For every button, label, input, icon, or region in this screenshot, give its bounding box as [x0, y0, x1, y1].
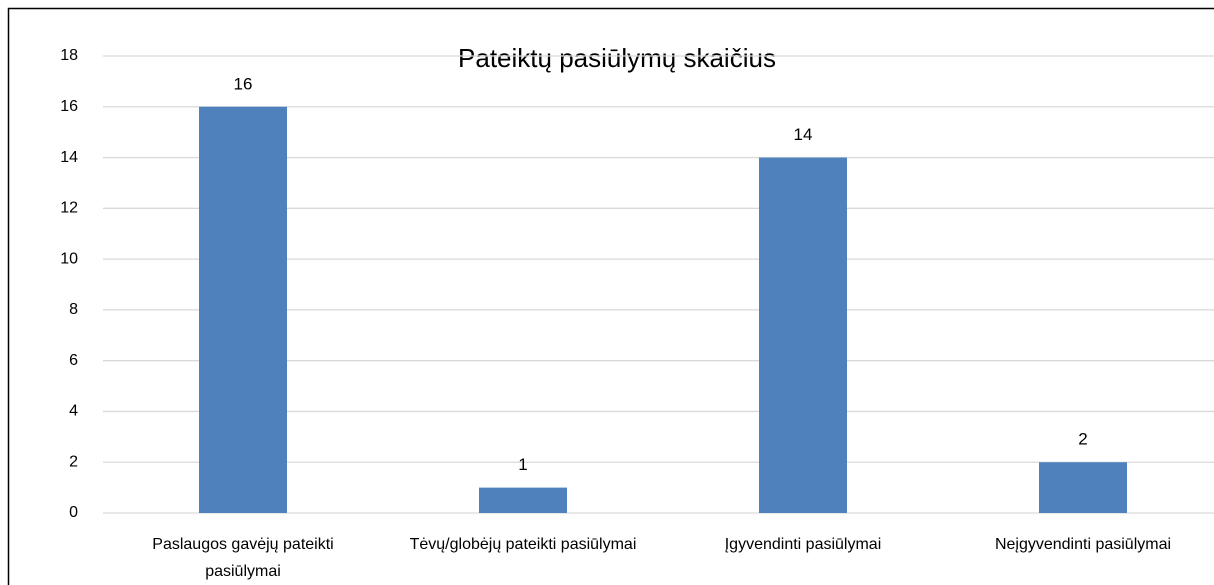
- data-label: 1: [518, 455, 527, 474]
- x-tick-label: Tėvų/globėjų pateikti pasiūlymai: [409, 536, 637, 553]
- x-tick-label: Paslaugos gavėjų pateikti pasiūlymai: [152, 536, 334, 580]
- bar: [759, 157, 847, 514]
- chart-border: [7, 7, 1214, 585]
- x-tick-label: Įgyvendinti pasiūlymai: [724, 536, 882, 553]
- y-tick-label: 14: [60, 149, 78, 166]
- data-label: 16: [234, 74, 253, 93]
- y-tick-label: 4: [69, 403, 78, 420]
- y-tick-label: 2: [69, 453, 78, 470]
- y-tick-label: 16: [60, 98, 78, 115]
- bar: [479, 487, 567, 513]
- y-tick-label: 12: [60, 200, 78, 217]
- y-tick-label: 18: [60, 47, 78, 64]
- bar: [1039, 462, 1127, 513]
- y-tick-label: 6: [69, 352, 78, 369]
- bar: [199, 106, 287, 514]
- y-tick-label: 10: [60, 250, 78, 267]
- chart-title: Pateiktų pasiūlymų skaičius: [458, 43, 776, 73]
- y-tick-label: 0: [69, 504, 78, 521]
- y-tick-label: 8: [69, 301, 78, 318]
- data-label: 2: [1078, 430, 1087, 449]
- x-tick-label: Neįgyvendinti pasiūlymai: [994, 536, 1172, 553]
- data-label: 14: [794, 125, 813, 144]
